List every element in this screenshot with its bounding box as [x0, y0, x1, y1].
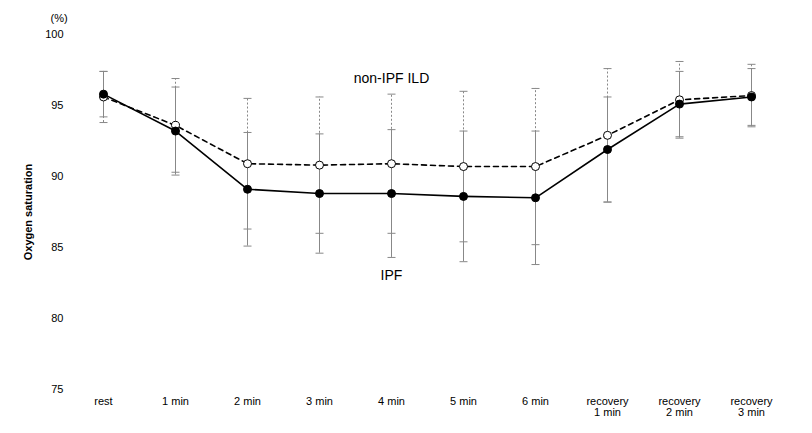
svg-text:(%): (%)	[51, 12, 68, 24]
svg-text:95: 95	[51, 99, 63, 111]
svg-text:1 min: 1 min	[162, 395, 189, 407]
svg-text:85: 85	[51, 241, 63, 253]
svg-text:90: 90	[51, 170, 63, 182]
svg-text:Oxygen saturation: Oxygen saturation	[22, 163, 34, 260]
svg-text:5 min: 5 min	[450, 395, 477, 407]
svg-text:4 min: 4 min	[378, 395, 405, 407]
svg-text:75: 75	[51, 383, 63, 395]
svg-text:3 min: 3 min	[306, 395, 333, 407]
svg-text:recovery1 min: recovery1 min	[586, 395, 629, 418]
svg-text:80: 80	[51, 312, 63, 324]
svg-text:IPF: IPF	[381, 267, 403, 283]
svg-text:recovery2 min: recovery2 min	[658, 395, 701, 418]
svg-text:2 min: 2 min	[234, 395, 261, 407]
svg-text:recovery3 min: recovery3 min	[730, 395, 773, 418]
svg-text:rest: rest	[94, 395, 112, 407]
svg-text:non-IPF ILD: non-IPF ILD	[354, 70, 429, 86]
svg-text:100: 100	[45, 28, 63, 40]
svg-text:6 min: 6 min	[522, 395, 549, 407]
